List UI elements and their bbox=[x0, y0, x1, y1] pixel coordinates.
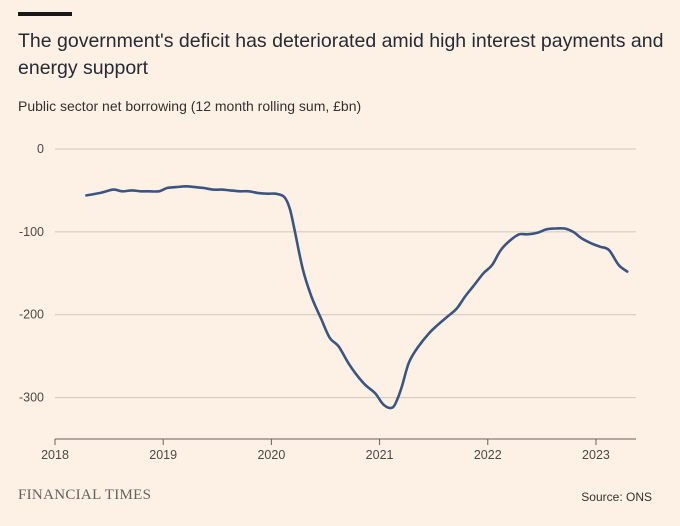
series-layer bbox=[85, 185, 629, 410]
chart-subtitle: Public sector net borrowing (12 month ro… bbox=[18, 98, 362, 114]
x-tick-label: 2021 bbox=[366, 448, 394, 462]
source-note: Source: ONS bbox=[581, 490, 652, 504]
x-tick-label: 2020 bbox=[257, 448, 285, 462]
x-axis bbox=[54, 438, 636, 445]
gridlines bbox=[55, 148, 636, 399]
y-tick-label: -100 bbox=[19, 225, 44, 239]
x-tick-label: 2023 bbox=[582, 448, 610, 462]
chart-title: The government's deficit has deteriorate… bbox=[18, 30, 664, 79]
y-tick-label: 0 bbox=[37, 142, 44, 156]
y-axis-tick-labels: 0 -100 -200 -300 bbox=[19, 142, 44, 405]
series-line-psnb bbox=[85, 185, 629, 410]
y-tick-label: -300 bbox=[19, 391, 44, 405]
x-axis-tick-labels: 2018 2019 2020 2021 2022 2023 bbox=[41, 448, 610, 462]
x-tick-label: 2022 bbox=[474, 448, 502, 462]
x-tick-label: 2018 bbox=[41, 448, 69, 462]
ft-logo: FINANCIAL TIMES bbox=[18, 487, 152, 503]
y-tick-label: -200 bbox=[19, 308, 44, 322]
x-tick-label: 2019 bbox=[149, 448, 177, 462]
ft-brand-bar bbox=[18, 12, 72, 16]
